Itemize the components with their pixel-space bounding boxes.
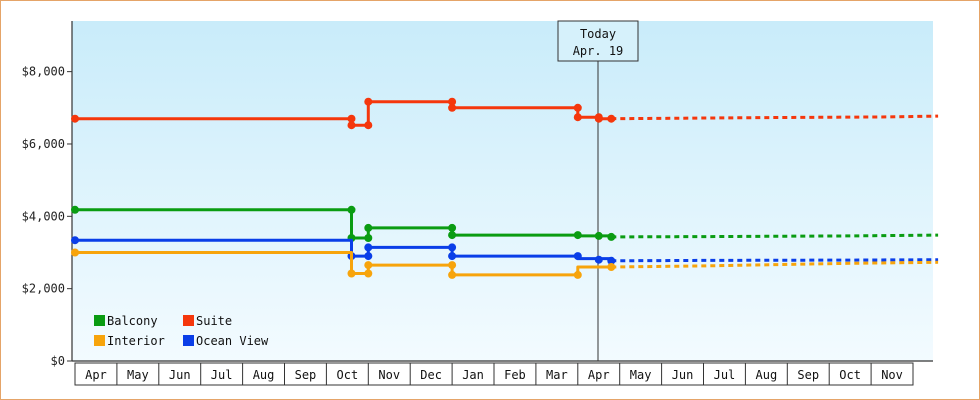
month-label: Mar: [546, 368, 568, 382]
data-point[interactable]: [573, 103, 582, 112]
month-label: Apr: [588, 368, 610, 382]
data-point[interactable]: [364, 121, 373, 130]
legend-swatch: [183, 315, 194, 326]
today-label: Today: [580, 27, 616, 41]
month-label: Apr: [85, 368, 107, 382]
y-tick-label: $4,000: [22, 209, 65, 223]
legend-swatch: [94, 335, 105, 346]
today-marker: Today Apr. 19: [557, 20, 639, 361]
data-point[interactable]: [347, 205, 356, 214]
data-point[interactable]: [607, 114, 616, 123]
month-label: Sep: [797, 368, 819, 382]
data-point[interactable]: [573, 113, 582, 122]
y-tick-label: $0: [51, 354, 65, 368]
data-point[interactable]: [594, 114, 603, 123]
month-label: Aug: [253, 368, 275, 382]
month-label: Oct: [337, 368, 359, 382]
legend-label: Suite: [196, 314, 232, 328]
data-point[interactable]: [448, 231, 457, 240]
data-point[interactable]: [71, 205, 79, 214]
data-point[interactable]: [448, 270, 457, 279]
month-label: Nov: [881, 368, 903, 382]
data-point[interactable]: [594, 231, 603, 240]
month-label: Jun: [169, 368, 191, 382]
data-point[interactable]: [448, 261, 457, 270]
data-point[interactable]: [607, 263, 616, 271]
month-label: May: [127, 368, 149, 382]
data-point[interactable]: [448, 243, 457, 252]
y-axis: $0 $2,000 $4,000 $6,000 $8,000: [22, 21, 73, 368]
month-label: Jul: [211, 368, 233, 382]
month-label: Feb: [504, 368, 526, 382]
month-label: Jan: [462, 368, 484, 382]
series-ocean-view: [71, 236, 939, 265]
data-point[interactable]: [448, 223, 457, 232]
legend: Balcony Suite Interior Ocean View: [94, 314, 269, 348]
data-point[interactable]: [71, 114, 79, 123]
legend-item: Interior: [94, 334, 165, 348]
series-forecast-line: [611, 233, 939, 239]
plot-background: [72, 21, 933, 361]
series-interior: [71, 248, 939, 279]
month-label: Jul: [714, 368, 736, 382]
legend-label: Ocean View: [196, 334, 269, 348]
legend-swatch: [94, 315, 105, 326]
legend-label: Balcony: [107, 314, 158, 328]
month-label: Jun: [672, 368, 694, 382]
today-label: Apr. 19: [573, 44, 624, 58]
series-forecast-line: [611, 260, 939, 269]
data-point[interactable]: [364, 97, 373, 106]
data-point[interactable]: [573, 252, 582, 261]
data-point[interactable]: [364, 269, 373, 278]
data-point[interactable]: [71, 248, 79, 257]
data-point[interactable]: [347, 121, 356, 130]
data-point[interactable]: [364, 223, 373, 232]
month-label: Nov: [378, 368, 400, 382]
series-balcony: [71, 205, 939, 242]
data-point[interactable]: [573, 270, 582, 279]
y-tick-label: $2,000: [22, 282, 65, 296]
month-label: May: [630, 368, 652, 382]
legend-item: Suite: [183, 314, 232, 328]
data-point[interactable]: [71, 236, 79, 245]
data-point[interactable]: [364, 234, 373, 242]
data-point[interactable]: [364, 252, 373, 261]
series-forecast-line: [611, 114, 939, 121]
data-point[interactable]: [364, 243, 373, 252]
month-label: Sep: [295, 368, 317, 382]
series-forecast-line: [611, 258, 939, 263]
month-label: Oct: [839, 368, 861, 382]
data-point[interactable]: [448, 97, 457, 106]
data-point[interactable]: [573, 231, 582, 240]
data-point[interactable]: [448, 252, 457, 261]
legend-label: Interior: [107, 334, 165, 348]
legend-swatch: [183, 335, 194, 346]
y-tick-label: $6,000: [22, 137, 65, 151]
legend-item: Ocean View: [183, 334, 269, 348]
series-lines: [71, 97, 939, 279]
legend-item: Balcony: [94, 314, 158, 328]
month-label: Dec: [420, 368, 442, 382]
data-point[interactable]: [448, 103, 457, 112]
data-point[interactable]: [607, 256, 616, 265]
data-point[interactable]: [607, 232, 616, 241]
month-label: Aug: [756, 368, 778, 382]
data-point[interactable]: [347, 114, 356, 123]
data-point[interactable]: [347, 269, 356, 278]
data-point[interactable]: [594, 255, 603, 264]
series-suite: [71, 97, 939, 130]
data-point[interactable]: [364, 261, 373, 270]
y-tick-label: $8,000: [22, 65, 65, 79]
x-axis: Apr May Jun Jul Aug Sep Oct Nov Dec Jan Feb Mar Apr M…: [72, 360, 933, 386]
today-box: [557, 20, 639, 62]
